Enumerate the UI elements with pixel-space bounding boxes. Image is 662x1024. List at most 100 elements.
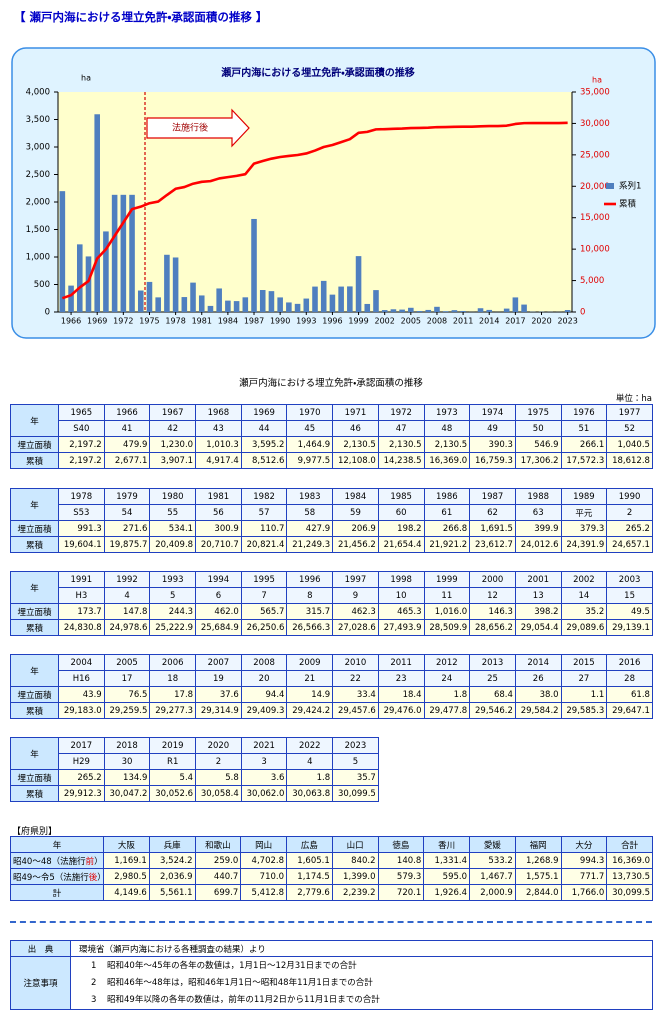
header-cell: 兵庫 [148,836,196,853]
era-cell: 50 [514,420,562,437]
value-cell: 440.7 [194,868,242,885]
label-part: 後 [88,872,98,883]
era-cell: 平元 [560,504,608,521]
cumulative-cell: 3,907.1 [149,452,197,469]
era-cell: 41 [103,420,151,437]
cumulative-cell: 29,647.1 [606,702,653,719]
row: 埋立面積 43.9 76.5 17.8 37.6 94.4 14.9 33.4 18.4 1.8 6… [10,686,653,703]
era-cell: 17 [103,670,151,687]
bar [120,194,127,312]
row: 累積 2,197.2 2,677.1 3,907.1 4,917.4 8,512.6 9,9… [10,452,653,469]
value-cell: 994.3 [560,852,608,869]
row: 累積 24,830.8 24,978.6 25,222.9 25,684.9 26,250… [10,619,653,636]
area-cell: 206.9 [332,520,379,537]
label-part: ） [94,856,103,867]
cumulative-cell: 23,612.7 [469,536,516,553]
x-tick-label: 1984 [218,317,238,326]
year-cell: 1978 [58,488,105,505]
area-cell: 266.1 [560,436,608,453]
era-cell: 47 [377,420,425,437]
year-cell: 1992 [103,571,151,588]
x-tick-label: 2023 [557,317,577,326]
era-cell: 14 [560,587,608,604]
row-header: 年 [10,488,59,521]
cumulative-cell: 29,259.5 [103,702,151,719]
era-cell: 58 [286,504,334,521]
year-table: 年 1978 1979 1980 1981 1982 1983 1984 1985 1986 198… [10,488,653,553]
area-cell: 271.6 [103,520,151,537]
bar [259,290,266,312]
era-cell: 52 [606,420,653,437]
year-table: 年 1965 1966 1967 1968 1969 1970 1971 1972 1973 197… [10,404,653,469]
year-cell: 2011 [377,654,425,671]
area-cell: 427.9 [286,520,334,537]
row: S40 41 42 43 44 45 46 47 48 49 50 51 52 [11,420,653,437]
bar [477,308,484,312]
bar [486,309,493,312]
year-cell: 2023 [332,737,379,754]
era-cell: H29 [58,753,105,770]
year-cell: 2006 [149,654,197,671]
x-tick-label: 2014 [479,317,499,326]
year-cell: 2007 [195,654,242,671]
value-cell: 5,561.1 [148,884,196,901]
cumulative-cell: 28,656.2 [469,619,516,636]
note-text: 昭和40年～45年の各年の数値は，1月1日～12月31日までの合計 [107,960,357,971]
row: 埋立面積 991.3 271.6 534.1 300.9 110.7 427.9 206.9 1… [10,520,653,537]
cumulative-cell: 24,391.9 [560,536,608,553]
row: 昭40～48（法施行前） 1,169.1 3,524.2 259.0 4,702.8 1,… [10,852,653,869]
year-cell: 1996 [286,571,334,588]
chart: 瀬戸内海における埋立免許・承認面積の推移 ha ha 法施行後 0 500 1,00… [11,47,656,339]
cumulative-cell: 25,222.9 [149,619,197,636]
value-cell: 2,844.0 [514,884,562,901]
note-number: 1 [91,960,97,971]
cumulative-cell: 16,369.0 [423,452,471,469]
label-part: 前 [85,856,95,867]
area-cell: 35.7 [332,769,379,786]
value-cell: 595.0 [423,868,470,885]
area-cell: 68.4 [469,686,516,703]
bar [416,311,423,312]
label-part: 計 [52,888,62,899]
cumulative-cell: 29,139.1 [606,619,653,636]
cumulative-cell: 30,052.6 [149,785,197,802]
row: 累積 19,604.1 19,875.7 20,409.8 20,710.7 20,821… [10,536,653,553]
header-cell: 福岡 [514,836,562,853]
cumulative-cell: 17,572.3 [560,452,608,469]
area-cell: 565.7 [240,603,288,620]
x-tick-label: 2005 [401,317,421,326]
era-cell: 7 [240,587,288,604]
year-cell: 2022 [286,737,334,754]
row: 注意事項 1 昭和40年～45年の各年の数値は，1月1日～12月31日までの合計 2 昭… [10,956,653,1010]
prefecture-label: 【府県別】 [12,827,58,837]
note-number: 3 [91,994,97,1005]
y-tick-label: 1,000 [26,253,50,263]
era-cell: 57 [240,504,288,521]
x-tick-label: 1978 [165,317,185,326]
year-cell: 2015 [560,654,608,671]
header-cell: 香川 [423,836,470,853]
cumulative-cell: 21,921.2 [423,536,471,553]
era-cell: 23 [377,670,425,687]
source-table: 出 典環境省（瀬戸内海における各種調査の結果）より 注意事項 1 昭和40年～45年の… [10,940,653,1010]
year-cell: 1995 [240,571,288,588]
cumulative-cell: 28,509.9 [423,619,471,636]
x-tick-label: 1981 [192,317,212,326]
row: 埋立面積 265.2 134.9 5.4 5.8 3.6 1.8 35.7 [10,769,379,786]
bar [564,310,571,312]
y-unit: ha [81,74,91,83]
bar [390,309,397,312]
cumulative-cell: 29,424.2 [286,702,334,719]
era-cell: 48 [423,420,471,437]
year-cell: 2008 [240,654,288,671]
value-cell: 2,779.6 [286,884,333,901]
cumulative-cell: 19,604.1 [58,536,105,553]
year-cell: 2021 [240,737,288,754]
cumulative-cell: 29,089.6 [560,619,608,636]
cumulative-cell: 30,047.2 [103,785,151,802]
bar [451,310,458,312]
row-header: 累積 [10,619,59,636]
year-cell: 2000 [469,571,516,588]
area-cell: 76.5 [103,686,151,703]
bar [216,288,222,312]
